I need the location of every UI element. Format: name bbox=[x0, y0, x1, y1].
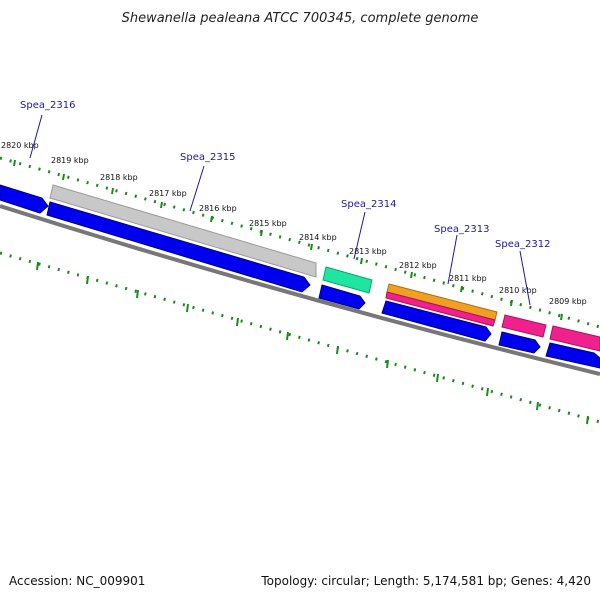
leader-line-spea-2314 bbox=[353, 211, 366, 260]
major-tick bbox=[111, 187, 114, 195]
gene-label-spea-2312[interactable]: Spea_2312 bbox=[495, 239, 550, 250]
topology-label: Topology: circular; Length: 5,174,581 bp… bbox=[261, 574, 591, 588]
map-title: Shewanella pealeana ATCC 700345, complet… bbox=[122, 11, 479, 26]
gene-box-pink-right bbox=[549, 325, 600, 352]
genome-backbone bbox=[0, 204, 600, 376]
tick-label-2817: 2817 kbp bbox=[149, 189, 187, 198]
tick-label-2814: 2814 kbp bbox=[299, 233, 337, 242]
gene-arrow-blue-left bbox=[0, 184, 49, 214]
inner-tick-ring bbox=[0, 251, 600, 424]
inner-major-tick bbox=[86, 275, 89, 285]
gene-box-pink-spea-2312 bbox=[501, 314, 547, 338]
inner-major-tick bbox=[136, 289, 139, 299]
major-tick bbox=[560, 313, 563, 321]
tick-label-2811: 2811 kbp bbox=[449, 274, 487, 283]
inner-major-tick bbox=[36, 261, 39, 271]
tick-label-2813: 2813 kbp bbox=[349, 247, 387, 256]
accession-label: Accession: NC_009901 bbox=[9, 574, 146, 588]
major-tick bbox=[160, 201, 163, 209]
tick-label-2810: 2810 kbp bbox=[499, 286, 537, 295]
tick-label-2812: 2812 kbp bbox=[399, 261, 437, 270]
inner-major-tick bbox=[286, 331, 289, 341]
major-tick bbox=[13, 159, 16, 167]
inner-major-tick bbox=[336, 345, 339, 355]
major-tick bbox=[260, 229, 263, 237]
inner-major-tick bbox=[186, 303, 189, 313]
gene-arrow-blue-spea-2314 bbox=[318, 284, 366, 310]
gene-label-spea-2313[interactable]: Spea_2313 bbox=[434, 224, 489, 235]
gene-arrow-blue-spea-2312 bbox=[498, 331, 541, 354]
gene-label-group-spea-2314: Spea_2314 bbox=[341, 199, 396, 260]
inner-major-tick bbox=[236, 317, 239, 327]
major-tick bbox=[460, 285, 463, 293]
gene-box-teal-spea-2314 bbox=[322, 266, 373, 294]
gene-label-spea-2314[interactable]: Spea_2314 bbox=[341, 199, 396, 210]
tick-label-2809: 2809 kbp bbox=[549, 297, 587, 306]
inner-major-tick bbox=[586, 415, 589, 425]
tick-label-2819: 2819 kbp bbox=[51, 156, 89, 165]
inner-major-tick bbox=[486, 387, 489, 397]
tick-label-2820: 2820 kbp bbox=[1, 141, 39, 150]
major-tick bbox=[210, 215, 213, 223]
tick-label-2815: 2815 kbp bbox=[249, 219, 287, 228]
gene-label-group-spea-2313: Spea_2313 bbox=[434, 224, 489, 285]
major-tick bbox=[360, 257, 363, 265]
outer-tick-ring bbox=[0, 156, 600, 329]
leader-line-spea-2316 bbox=[29, 114, 43, 159]
major-tick bbox=[510, 299, 513, 307]
gene-label-group-spea-2312: Spea_2312 bbox=[495, 239, 550, 306]
gene-arrow-blue-spea-2315 bbox=[46, 201, 311, 293]
major-ticks bbox=[13, 159, 563, 321]
gene-label-group-spea-2316: Spea_2316 bbox=[20, 100, 75, 159]
inner-major-tick bbox=[536, 401, 539, 411]
leader-line-spea-2313 bbox=[447, 234, 458, 285]
gene-label-spea-2315[interactable]: Spea_2315 bbox=[180, 152, 235, 163]
gene-arrow-gray-spea-2315 bbox=[49, 184, 317, 278]
gene-arrow-blue-right bbox=[545, 342, 600, 369]
leader-line-spea-2312 bbox=[519, 250, 531, 306]
tick-label-2818: 2818 kbp bbox=[100, 173, 138, 182]
major-tick bbox=[62, 173, 65, 181]
gene-arrow-blue-spea-2313 bbox=[381, 300, 492, 342]
major-tick bbox=[410, 271, 413, 279]
tick-label-2816: 2816 kbp bbox=[199, 204, 237, 213]
inner-major-ticks bbox=[36, 261, 589, 425]
inner-major-tick bbox=[436, 373, 439, 383]
gene-label-group-spea-2315: Spea_2315 bbox=[180, 152, 235, 212]
leader-line-spea-2315 bbox=[189, 165, 205, 212]
inner-major-tick bbox=[386, 359, 389, 369]
major-tick bbox=[310, 243, 313, 251]
gene-box-pink-spea-2313 bbox=[385, 291, 496, 327]
gene-label-spea-2316[interactable]: Spea_2316 bbox=[20, 100, 75, 111]
